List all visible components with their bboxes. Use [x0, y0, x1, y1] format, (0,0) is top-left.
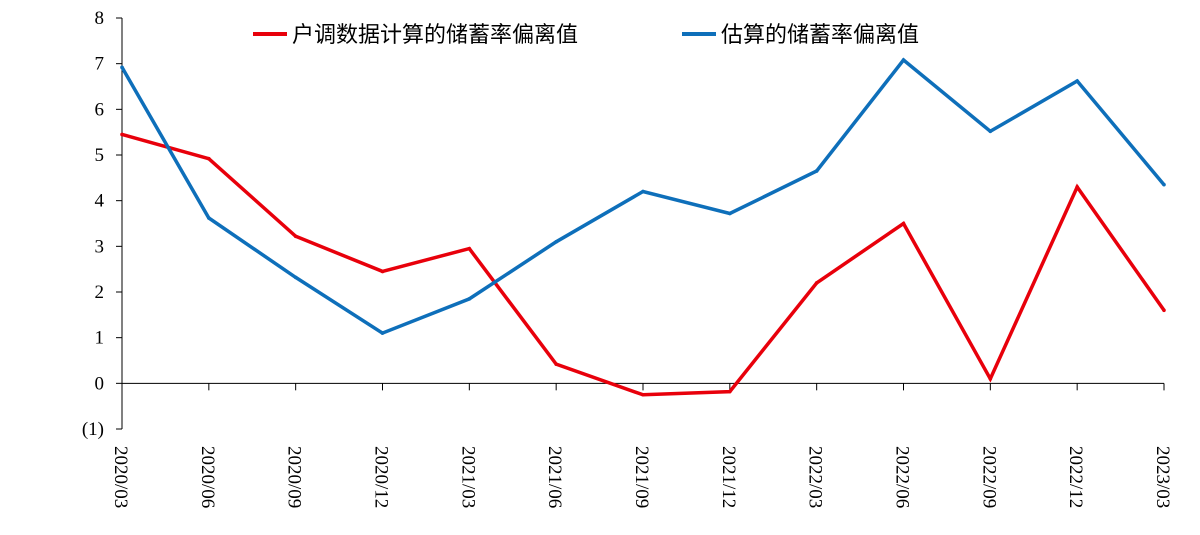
data-point [728, 389, 732, 394]
data-point [120, 65, 124, 70]
data-point [1162, 182, 1166, 187]
data-point [641, 189, 645, 194]
x-tick-label: 2020/06 [197, 446, 218, 508]
data-point [1075, 185, 1079, 189]
x-tick-label: 2023/03 [1152, 446, 1173, 508]
data-point [1075, 79, 1079, 83]
data-point [901, 58, 906, 62]
data-point [901, 221, 906, 226]
data-point [293, 275, 298, 280]
x-tick-label: 2021/06 [544, 446, 565, 508]
data-point [1162, 308, 1166, 313]
y-tick-label: 6 [95, 99, 105, 120]
data-point [814, 281, 819, 285]
x-tick-label: 2022/12 [1065, 446, 1086, 508]
x-tick-label: 2022/09 [978, 446, 999, 508]
y-tick-label: 5 [95, 145, 105, 166]
legend-label-series-1: 户调数据计算的储蓄率偏离值 [292, 23, 578, 48]
y-tick-label: (1) [82, 419, 104, 440]
x-tick-label: 2020/12 [371, 446, 392, 508]
data-point [120, 132, 124, 137]
series-line-2 [120, 57, 1166, 336]
data-point [814, 169, 819, 173]
data-point [467, 246, 472, 251]
y-tick-label: 4 [95, 191, 105, 212]
data-point [207, 156, 211, 161]
data-point [207, 216, 211, 220]
x-tick-label: 2020/09 [284, 446, 305, 508]
x-tick-label: 2022/06 [892, 446, 913, 508]
series-layer [120, 57, 1166, 397]
data-point [380, 269, 385, 274]
data-point [293, 234, 298, 239]
y-tick-label: 0 [95, 373, 105, 394]
x-tick-label: 2021/12 [718, 446, 739, 508]
y-tick-label: 8 [95, 8, 105, 29]
x-tick-label: 2022/03 [805, 446, 826, 508]
legend-label-series-2: 估算的储蓄率偏离值 [721, 23, 919, 48]
data-point [467, 297, 472, 301]
data-point [554, 362, 558, 366]
data-point [380, 331, 385, 335]
y-tick-label: 2 [95, 282, 105, 303]
data-point [554, 239, 558, 244]
axes: (1) 0 1 2 3 4 5 6 7 8 2020/03 2020/06 2020/09 2020/12… [82, 8, 1173, 508]
y-tick-label: 3 [95, 236, 105, 257]
x-tick-label: 2020/03 [110, 446, 131, 508]
data-point [728, 211, 732, 216]
data-point [988, 129, 993, 134]
y-tick-label: 7 [95, 54, 105, 75]
x-tick-label: 2021/09 [631, 446, 652, 508]
legend: 户调数据计算的储蓄率偏离值 估算的储蓄率偏离值 [253, 23, 919, 48]
data-point [988, 376, 993, 381]
x-tick-label: 2021/03 [457, 446, 478, 508]
y-tick-label: 1 [95, 328, 105, 349]
data-point [641, 392, 645, 397]
